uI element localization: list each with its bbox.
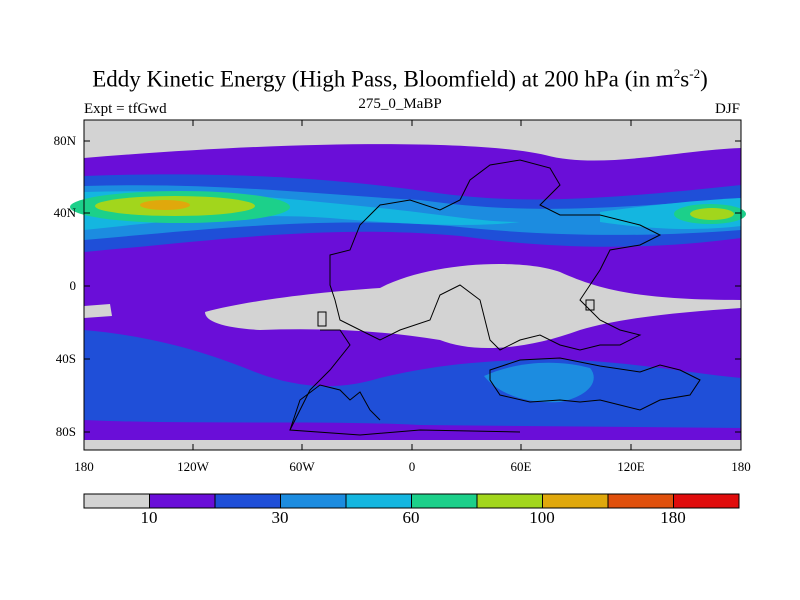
y-tick-label: 0: [69, 278, 77, 293]
field-band: [140, 200, 190, 210]
field-band: [84, 420, 741, 440]
colorbar-swatch: [673, 493, 740, 509]
colorbar-label: 180: [660, 508, 686, 527]
y-tick-label: 80N: [53, 133, 76, 148]
colorbar-label: 30: [271, 508, 289, 527]
colorbar-label: 10: [140, 508, 158, 527]
y-tick-label: 40N: [53, 205, 76, 220]
field-band: [690, 208, 734, 220]
map-panel: [70, 119, 746, 451]
colorbar-swatch: [280, 493, 347, 509]
field-band: [484, 362, 594, 403]
colorbar: [83, 493, 740, 509]
colorbar-swatch: [411, 493, 478, 509]
y-tick-label: 40S: [55, 351, 76, 366]
map-title: Eddy Kinetic Energy (High Pass, Bloomfie…: [92, 66, 708, 92]
y-axis-ticks: [84, 140, 741, 433]
colorbar-label: 100: [529, 508, 555, 527]
x-axis-ticks: [192, 120, 632, 450]
field-band: [205, 264, 741, 349]
continent-outlines: [289, 159, 701, 436]
colorbar-swatch: [83, 493, 150, 509]
colorbar-swatch: [214, 493, 281, 509]
run-label: 275_0_MaBP: [358, 96, 442, 112]
x-tick-label: 180: [74, 459, 94, 474]
x-tick-label: 180: [731, 459, 751, 474]
colorbar-swatch: [345, 493, 412, 509]
x-tick-label: 60W: [289, 459, 315, 474]
x-tick-label: 0: [408, 459, 416, 474]
x-tick-label: 120E: [617, 459, 645, 474]
season-label: DJF: [714, 101, 740, 117]
x-tick-label: 60E: [510, 459, 532, 474]
colorbar-label: 60: [402, 508, 420, 527]
experiment-label: Expt = tfGwd: [84, 101, 167, 117]
colorbar-swatch: [542, 493, 609, 509]
colorbar-swatch: [607, 493, 674, 509]
y-tick-label: 80S: [55, 424, 76, 439]
x-tick-label: 120W: [177, 459, 209, 474]
colorbar-swatch: [476, 493, 543, 509]
field-band: [84, 304, 112, 318]
colorbar-swatch: [149, 493, 216, 509]
field-band: [84, 330, 741, 440]
